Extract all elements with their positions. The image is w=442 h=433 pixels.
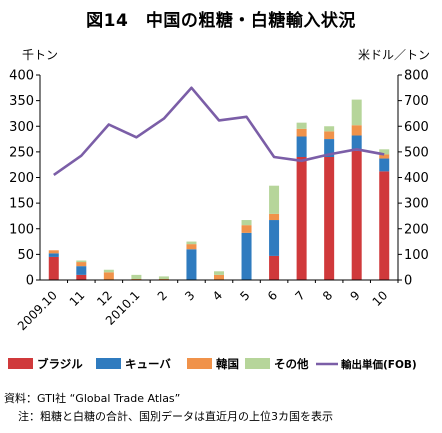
bar-4-12: [351, 99, 362, 126]
x-tick-label-13: 10: [370, 288, 391, 309]
right-axis-unit: 米ドル／トン: [357, 48, 430, 62]
x-tick-label-5: 2: [155, 288, 170, 303]
bar-4-10: [296, 122, 307, 129]
footnote: 注：粗糖と白糖の合計、国別データは直近月の上位3カ国を表示: [18, 410, 333, 423]
bar-2-13: [379, 158, 390, 172]
chart-title: 図14 中国の粗糖・白糖輸入状況: [86, 11, 356, 31]
bars-layer: [48, 99, 390, 280]
bar-3-13: [379, 154, 390, 159]
price-line-layer: [53, 86, 385, 176]
bar-2-6: [186, 249, 197, 280]
bar-2-12: [351, 135, 362, 151]
right-tick-label-7: 600: [404, 120, 429, 135]
source-note: 資料：GTI社 “Global Trade Atlas”: [4, 392, 181, 405]
bar-4-8: [241, 220, 252, 226]
bar-4-9: [269, 185, 280, 214]
bar-1-9: [269, 255, 280, 280]
right-tick-label-8: 700: [404, 94, 429, 109]
x-tick-label-12: 9: [348, 288, 363, 303]
legend-swatch-4: [245, 358, 270, 369]
bar-4-7: [214, 271, 224, 275]
bar-1-13: [379, 171, 390, 280]
legend-label-3: 韓国: [216, 357, 239, 371]
right-tick-label-5: 400: [404, 171, 429, 186]
bar-3-10: [296, 128, 307, 137]
bar-4-2: [76, 260, 87, 263]
right-tick-label-4: 300: [404, 197, 429, 212]
right-tick-label-2: 100: [404, 248, 429, 263]
bar-3-9: [269, 213, 280, 221]
left-tick-label-4: 150: [9, 197, 34, 212]
x-tick-label-11: 8: [320, 288, 335, 303]
legend-label-4: その他: [274, 357, 309, 371]
bar-4-4: [131, 274, 142, 279]
x-tick-label-7: 4: [210, 288, 225, 303]
x-tick-label-6: 3: [182, 288, 197, 303]
bar-4-11: [324, 126, 335, 132]
bar-2-11: [324, 139, 335, 157]
bar-2-10: [296, 136, 307, 157]
left-tick-label-9: 400: [9, 69, 34, 84]
x-tick-label-8: 5: [237, 288, 252, 303]
bar-2-2: [76, 266, 87, 275]
bar-3-4: [131, 278, 142, 280]
bar-3-6: [186, 244, 197, 250]
x-tick-label-9: 6: [265, 288, 280, 303]
x-tick-label-2: 11: [67, 288, 88, 309]
x-tick-label-10: 7: [292, 288, 307, 303]
bar-2-1: [48, 253, 59, 257]
left-tick-label-6: 250: [9, 145, 34, 160]
left-tick-label-2: 50: [17, 248, 34, 263]
price-line: [53, 86, 385, 176]
left-tick-label-5: 200: [9, 171, 34, 186]
legend-label-2: キューバ: [125, 357, 171, 371]
x-tick-label-3: 12: [94, 288, 115, 309]
legend-swatch-3: [187, 358, 212, 369]
bar-3-3: [103, 272, 114, 280]
right-tick-label-3: 200: [404, 222, 429, 237]
left-axis-unit: 千トン: [22, 48, 59, 62]
bar-1-2: [76, 274, 87, 280]
bar-4-13: [379, 149, 390, 155]
right-tick-label-9: 800: [404, 69, 429, 84]
bar-3-12: [351, 125, 362, 136]
bar-3-8: [241, 225, 252, 233]
bar-4-5: [158, 276, 169, 279]
legend-swatch-2: [96, 358, 121, 369]
bar-3-2: [76, 262, 87, 267]
axes-layer: 0 50 100 150 200 250 300 350 400 0 100 200 300 400 500…: [9, 69, 429, 334]
legend-swatch-1: [8, 358, 33, 369]
bar-1-12: [351, 150, 362, 280]
bar-4-3: [103, 269, 114, 273]
left-tick-label-3: 100: [9, 222, 34, 237]
x-tick-label-1: 2009.10: [15, 288, 60, 333]
chart-svg: 0 50 100 150 200 250 300 350 400 0 100 200 300 400 500…: [8, 69, 429, 371]
bar-2-8: [241, 232, 252, 280]
bar-2-9: [269, 220, 280, 256]
bar-3-11: [324, 131, 335, 140]
bar-1-11: [324, 157, 335, 280]
bar-4-6: [186, 241, 197, 245]
left-tick-label-7: 300: [9, 120, 34, 135]
legend-label-1: ブラジル: [37, 357, 83, 371]
right-tick-label-1: 0: [404, 274, 412, 289]
bar-3-7: [214, 274, 224, 280]
left-tick-label-1: 0: [26, 274, 34, 289]
legend: ブラジル キューバ 韓国 その他 輸出単価(FOB): [8, 357, 417, 371]
left-tick-label-8: 350: [9, 94, 34, 109]
right-tick-label-6: 500: [404, 145, 429, 160]
bar-3-1: [48, 250, 59, 254]
legend-label-5: 輸出単価(FOB): [341, 358, 417, 371]
bar-1-10: [296, 157, 307, 280]
bar-3-5: [158, 278, 169, 280]
bar-1-1: [48, 256, 59, 280]
